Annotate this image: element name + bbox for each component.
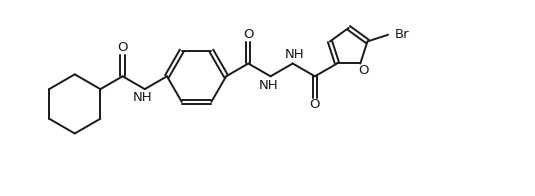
Text: Br: Br: [395, 28, 409, 41]
Text: NH: NH: [285, 48, 304, 61]
Text: O: O: [310, 99, 320, 112]
Text: NH: NH: [133, 92, 152, 104]
Text: O: O: [117, 41, 128, 54]
Text: O: O: [358, 64, 369, 77]
Text: NH: NH: [259, 79, 278, 92]
Text: O: O: [243, 28, 254, 41]
